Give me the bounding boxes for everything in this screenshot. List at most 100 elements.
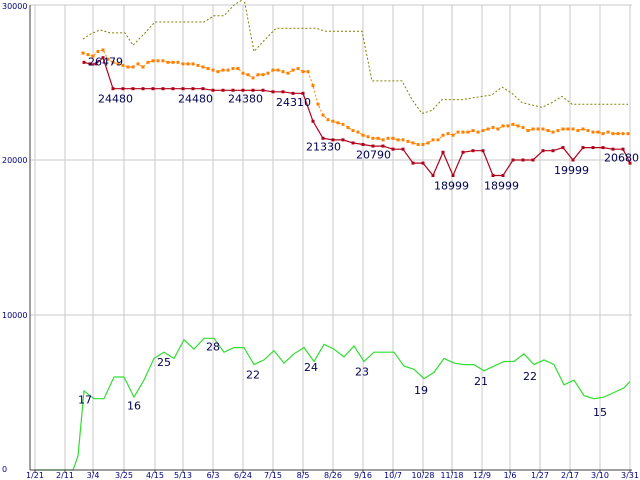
data-point-marker	[461, 150, 465, 154]
data-point-marker	[476, 130, 480, 134]
data-point-marker	[628, 161, 632, 165]
data-point-marker	[266, 71, 270, 75]
data-point-marker	[521, 125, 525, 129]
data-point-marker	[96, 50, 100, 53]
data-point-marker	[241, 88, 245, 92]
data-point-marker	[376, 136, 380, 140]
data-label: 15	[593, 406, 607, 419]
data-point-marker	[561, 146, 565, 150]
data-point-marker	[301, 91, 305, 95]
data-point-marker	[136, 62, 140, 66]
x-tick-label: 6/3	[207, 471, 220, 480]
data-point-marker	[291, 68, 295, 72]
data-point-marker	[391, 147, 395, 151]
data-point-marker	[311, 84, 315, 88]
data-point-marker	[406, 139, 410, 143]
data-point-marker	[591, 146, 595, 150]
data-point-marker	[611, 132, 615, 136]
x-tick-label: 5/13	[174, 471, 192, 480]
data-point-marker	[411, 161, 415, 165]
series-line	[35, 337, 631, 471]
data-point-marker	[361, 143, 365, 146]
x-tick-label: 10/7	[384, 471, 402, 480]
data-point-marker	[401, 147, 405, 151]
data-label: 23	[355, 365, 369, 378]
data-label: 18999	[484, 179, 519, 192]
data-point-marker	[261, 88, 265, 92]
data-point-marker	[191, 87, 195, 91]
y-tick-label: 20000	[2, 156, 27, 165]
data-point-marker	[101, 48, 105, 52]
x-tick-label: 8/5	[297, 471, 310, 480]
data-point-marker	[251, 88, 255, 92]
data-point-marker	[181, 62, 185, 66]
data-point-marker	[421, 161, 425, 165]
data-point-marker	[366, 135, 370, 139]
data-label: 24480	[98, 93, 133, 106]
data-point-marker	[391, 136, 395, 140]
data-point-marker	[321, 113, 325, 117]
data-point-marker	[516, 124, 520, 128]
data-point-marker	[471, 149, 475, 153]
data-point-marker	[341, 122, 345, 126]
data-point-marker	[556, 129, 560, 133]
data-point-marker	[256, 73, 260, 77]
data-point-marker	[386, 136, 390, 140]
x-tick-label: 11/18	[440, 471, 463, 480]
data-point-marker	[211, 68, 215, 72]
x-tick-label: 4/15	[146, 471, 164, 480]
x-tick-label: 3/25	[115, 471, 133, 480]
data-point-marker	[526, 129, 530, 133]
data-point-marker	[581, 127, 585, 131]
data-point-marker	[416, 143, 420, 146]
data-point-marker	[316, 102, 320, 106]
data-point-marker	[466, 130, 470, 134]
data-point-marker	[486, 127, 490, 131]
data-point-marker	[351, 141, 355, 145]
data-point-marker	[351, 129, 355, 133]
data-label: 24	[304, 361, 318, 374]
data-point-marker	[381, 138, 385, 142]
data-point-marker	[286, 71, 290, 75]
data-point-marker	[121, 87, 125, 91]
data-point-marker	[496, 127, 500, 131]
data-point-marker	[441, 133, 445, 137]
data-point-marker	[611, 147, 615, 151]
data-label: 22	[523, 370, 537, 383]
data-point-marker	[281, 90, 285, 94]
data-point-marker	[531, 127, 535, 131]
data-point-marker	[571, 127, 575, 131]
data-point-marker	[341, 138, 345, 142]
data-point-marker	[111, 87, 115, 91]
data-point-marker	[356, 130, 360, 134]
data-point-marker	[541, 127, 545, 131]
data-point-marker	[371, 144, 375, 148]
data-label: 25	[157, 356, 171, 369]
data-point-marker	[246, 73, 250, 77]
data-point-marker	[536, 127, 540, 131]
x-tick-label: 2/11	[56, 471, 74, 480]
data-point-marker	[231, 67, 235, 71]
data-point-marker	[306, 70, 310, 74]
data-point-marker	[541, 149, 545, 153]
data-point-marker	[501, 124, 505, 128]
data-point-marker	[481, 149, 485, 153]
data-point-marker	[141, 87, 145, 91]
data-point-marker	[626, 132, 630, 136]
data-point-marker	[126, 65, 130, 69]
data-label: 21330	[306, 141, 341, 154]
data-point-marker	[201, 65, 205, 69]
y-tick-label: 10000	[2, 311, 27, 320]
x-tick-label: 3/10	[591, 471, 609, 480]
data-point-marker	[251, 76, 255, 80]
data-point-marker	[201, 87, 205, 91]
data-point-marker	[456, 130, 460, 134]
data-point-marker	[151, 59, 155, 63]
data-label: 22	[246, 369, 260, 382]
data-point-marker	[321, 136, 325, 140]
data-point-marker	[231, 88, 235, 92]
data-point-marker	[546, 129, 550, 133]
data-point-marker	[561, 127, 565, 131]
